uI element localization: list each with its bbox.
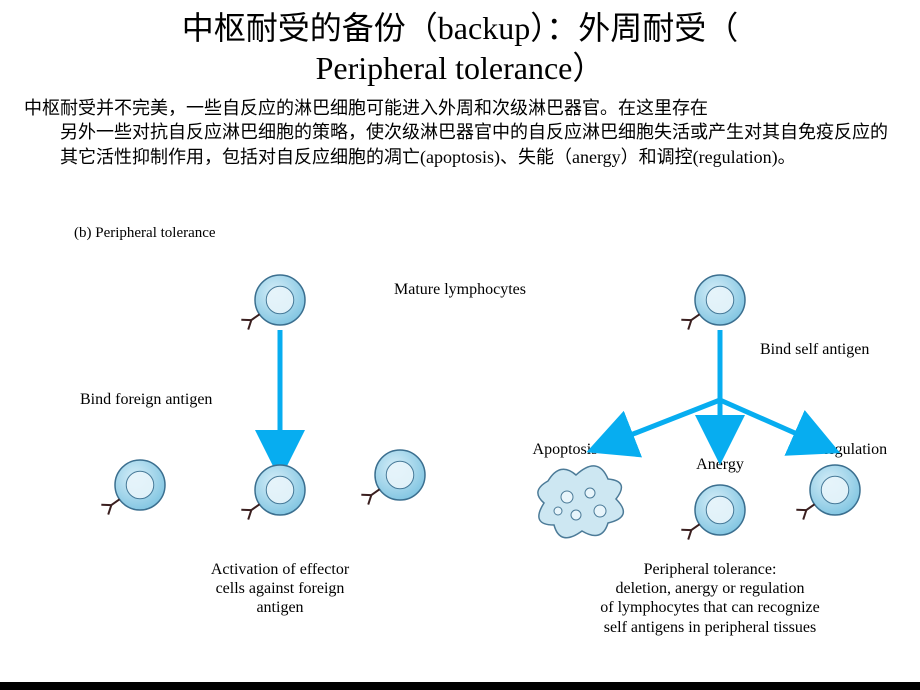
apoptosis-cell [538, 466, 623, 538]
lymphocyte-cell [361, 450, 425, 505]
arrow [720, 400, 822, 445]
lymphocyte-cell [101, 460, 165, 515]
lymphocyte-cell [241, 275, 305, 330]
lymphocyte-cell [681, 275, 745, 330]
diagram-svg [0, 0, 920, 690]
footer-bar [0, 682, 920, 690]
arrow [605, 400, 720, 445]
lymphocyte-cell [681, 485, 745, 540]
lymphocyte-cell [241, 465, 305, 520]
lymphocyte-cell [796, 465, 860, 520]
